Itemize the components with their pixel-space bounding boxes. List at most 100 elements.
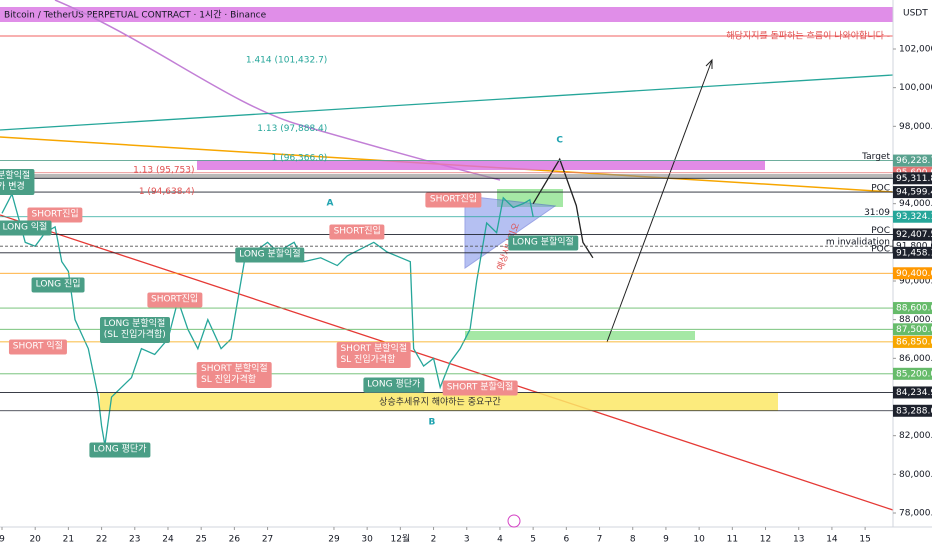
callout: 분할익절 가 변경 [0,169,35,196]
price-tag-note: POC [871,184,890,194]
price-tag-label: 94,599.4 [896,188,932,198]
x-tick-label: 12 [760,535,771,545]
currency: USDT [903,9,928,19]
price-tag [893,210,932,223]
y-tick-label: 100,000.0 [899,83,932,93]
price-tag-label: 83,288.0 [896,406,932,416]
callout: LONG 분할익절 [235,247,305,263]
price-tag-label: 91,800.0 [896,242,932,252]
callout: LONG 분할익절 (SL 진입가격함) [99,316,170,343]
x-tick-label: 14 [826,535,838,545]
x-tick-label: 30 [361,535,373,545]
x-tick-label: 29 [328,535,340,545]
wave-label: A [326,198,333,208]
y-tick-label: 98,000.0 [899,122,932,132]
price-tag-label: 91,458.1 [896,248,932,258]
price-tag-note: POC [871,244,890,254]
price-tag [893,154,932,167]
callout: LONG 진입 [31,277,85,293]
price-tag-label: 95,311.8 [896,174,932,184]
x-tick-label: 27 [262,535,273,545]
price-tag-label: 87,500.0 [896,325,932,335]
fib-label: 1 (94,638.4) [139,187,195,197]
projection-arrow [606,59,713,343]
price-tag-note: m invalidation [826,238,890,248]
x-tick-label: 9 [663,535,669,545]
x-tick-label: 24 [162,535,174,545]
price-tag-note: Target [861,152,890,162]
x-tick-label: 26 [229,535,241,545]
x-tick-label: 20 [29,535,41,545]
price-tag [893,267,932,280]
y-tick-label: 80,000.0 [899,470,932,480]
price-tag-note: POC [871,226,890,236]
x-tick-label: 3 [464,535,470,545]
price-tag [893,335,932,348]
y-tick-label: 102,000.0 [899,44,932,54]
price-tag [893,386,932,399]
y-tick-label: 78,000.0 [899,509,932,519]
zone [100,393,778,411]
x-tick-label: 6 [563,535,569,545]
trend-line [0,74,894,131]
callout: LONG 익절 [0,220,52,236]
x-tick-label: 9 [0,535,5,545]
price-tag-note: 31:09 [864,208,890,218]
y-tick-label: 90,000.0 [899,276,932,286]
fib-label: 1.414 (101,432.7) [246,55,327,65]
price-tag-label: 86,850.0 [896,337,932,347]
callout: SHORT진입 [425,192,482,208]
y-tick-label: 94,000.0 [899,199,932,209]
y-tick-label: 86,000.0 [899,354,932,364]
x-tick-label: 23 [129,535,140,545]
price-tag [893,302,932,315]
zone-label: 상승추세유지 해야하는 중요구간 [379,397,501,408]
price-tag [893,228,932,241]
price-tag [893,186,932,199]
callout: SHORT 분할익절 SL 진입가격함 [197,361,272,388]
callout: SHORT 분할익절 [442,380,518,396]
price-line [532,157,594,259]
y-tick-label: 82,000.0 [899,431,932,441]
fib-label: 1.13 (95,753) [133,165,194,175]
x-tick-label: 25 [195,535,206,545]
fib-label: 1.13 (97,888.4) [257,124,327,134]
price-tag [893,246,932,259]
x-tick-label: 21 [63,535,74,545]
x-tick-label: 7 [597,535,603,545]
price-tag-label: 88,600.0 [896,304,932,314]
icon [507,514,521,528]
price-tag-label: 84,234.9 [896,388,932,398]
price-tag [893,323,932,336]
x-tick-label: 13 [793,535,804,545]
callout: SHORT진입 [146,292,203,308]
price-tag-label: 93,324.1 [896,212,932,222]
x-tick-label: 15 [859,535,870,545]
zone [197,160,765,170]
x-tick-label: 4 [497,535,503,545]
price-tag [893,172,932,185]
trend-line [0,214,894,511]
price-tag-label: 85,200.0 [896,369,932,379]
x-tick-label: 2 [431,535,437,545]
arrow-head [705,58,713,69]
x-tick-label: 12월 [390,533,410,545]
callout: LONG 평단가 [89,442,151,458]
wave-label: B [428,417,435,427]
zone [465,331,695,340]
callout: SHORT진입 [27,207,83,223]
callout: SHORT진입 [329,224,385,240]
price-tag-label: 92,407.5 [896,230,932,240]
x-tick-label: 11 [727,535,738,545]
x-tick-label: 8 [630,535,636,545]
wave-label: C [556,135,563,145]
fib-label: 1 (96,366.0) [272,153,328,163]
callout: LONG 분할익절 [508,235,578,251]
price-tag [893,404,932,417]
price-tag-label: 90,400.0 [896,269,932,279]
price-tag [893,367,932,380]
callout: SHORT 익절 [8,339,67,355]
price-tag-label: 96,228.7 [896,156,932,166]
